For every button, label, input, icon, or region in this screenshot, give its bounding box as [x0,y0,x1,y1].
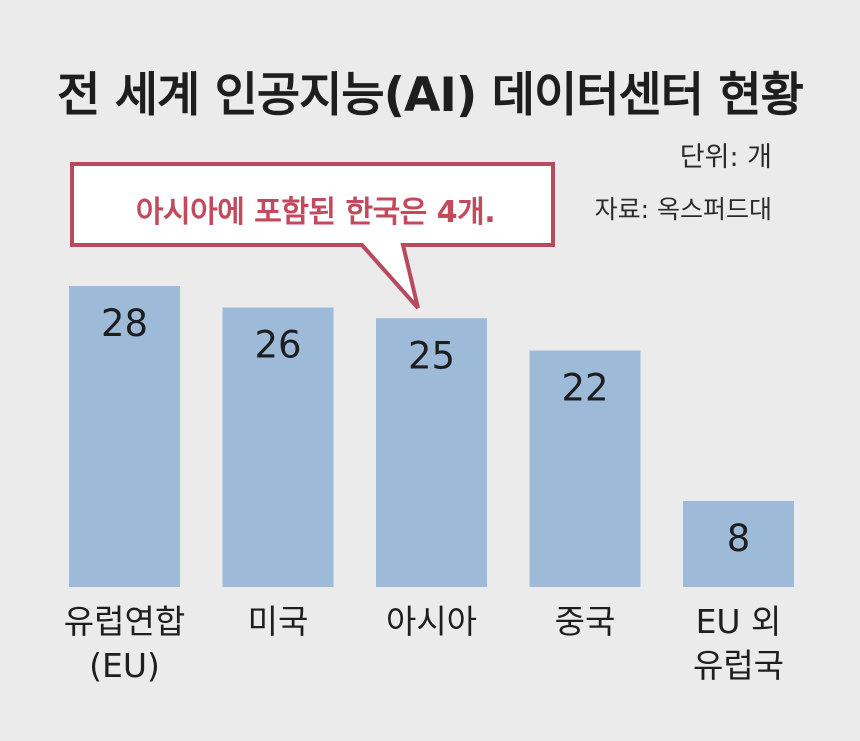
bar-3 [529,350,641,587]
bar-2 [376,318,487,587]
bar-0 [69,286,180,587]
bar-value-label: 26 [254,324,301,367]
category-label: 유럽연합 (EU) [63,602,186,685]
callout-text: 아시아에 포함된 한국은 4개. [135,195,496,230]
bar-1 [222,307,334,587]
bar-value-label: 8 [727,517,751,560]
category-label: 아시아 [385,602,478,641]
category-label: 미국 [247,602,309,641]
unit-note: 단위: 개 [679,142,772,173]
category-label: EU 외 유럽국 [692,602,785,685]
chart-title: 전 세계 인공지능(AI) 데이터센터 현황 [57,68,804,123]
callout-pointer-box [70,162,555,310]
bar-4 [683,501,794,587]
bar-value-label: 22 [561,367,608,410]
category-label: 중국 [554,602,616,641]
bar-value-label: 28 [101,302,148,345]
source-note: 자료: 옥스퍼드대 [594,195,772,224]
bar-value-label: 25 [408,334,455,377]
